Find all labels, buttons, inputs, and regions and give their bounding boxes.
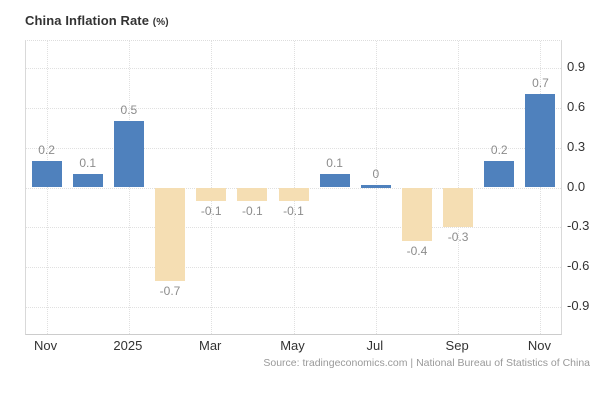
vertical-gridline [46,41,48,334]
bar[interactable] [484,160,515,188]
y-axis-tick-label: 0.6 [567,98,586,114]
y-axis-tick-label: 0.9 [567,58,586,74]
vertical-gridline [128,41,130,334]
bar-value-label: 0.5 [120,102,138,117]
bar[interactable] [237,187,268,201]
y-axis-tick-label: 0.3 [567,138,586,154]
bar[interactable] [360,184,391,188]
x-axis-tick-label: Nov [34,338,58,353]
bar-value-label: -0.1 [241,203,263,218]
y-axis-tick-label: -0.9 [567,298,590,314]
source-attribution: Source: tradingeconomics.com | National … [263,357,590,369]
bar-value-label: 0.1 [79,156,97,171]
bar-value-label: 0.7 [532,76,549,91]
plot-area: 0.2 0.1 0.5 -0.7 -0.1 -0.1 -0.1 0.1 0 -0.4 -0.3 0.2… [25,40,562,335]
bar-value-label: 0.1 [326,156,343,171]
chart-title-text: China Inflation Rate [25,13,150,28]
x-axis-tick-label: Mar [198,338,222,353]
bar-value-label: 0.2 [38,142,55,157]
y-axis-tick-label: -0.6 [567,258,590,274]
x-axis-tick-label: Nov [527,338,551,353]
vertical-gridline [540,41,542,334]
x-axis-tick-label: Jul [366,338,384,353]
bar[interactable] [443,187,474,228]
bar[interactable] [196,187,227,201]
chart-title-unit: (%) [152,17,169,28]
bar-value-label: -0.1 [200,203,222,218]
x-axis-tick-label: May [280,338,305,353]
y-axis-tick-label: 0.0 [567,178,586,194]
bar[interactable] [113,120,144,188]
bar[interactable] [319,174,350,188]
bar[interactable] [525,94,556,188]
y-axis-tick-label: -0.3 [567,218,590,234]
chart-title: China Inflation Rate (%) [25,13,169,28]
bar-value-label: 0.2 [490,142,508,157]
bar[interactable] [72,174,103,188]
bar-value-label: -0.7 [159,283,181,298]
bar[interactable] [278,187,309,201]
bar[interactable] [155,187,186,281]
bar[interactable] [31,160,62,188]
vertical-gridline [375,41,377,334]
bar[interactable] [401,187,432,241]
bar-value-label: -0.3 [447,230,469,245]
x-axis-tick-label: Sep [445,338,469,353]
bar-value-label: 0 [372,166,380,181]
bar-value-label: -0.1 [283,203,304,218]
x-axis-tick-label: 2025 [113,338,143,353]
bar-value-label: -0.4 [406,243,428,258]
